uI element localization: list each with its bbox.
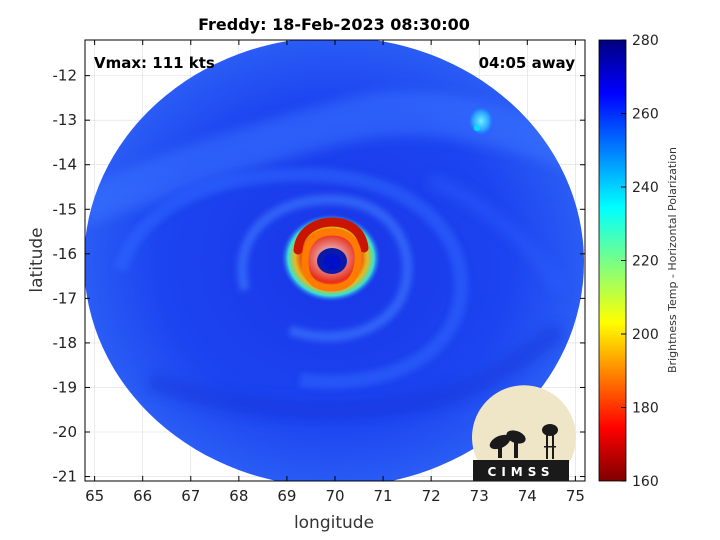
y-tick-label: -15 (53, 200, 78, 218)
colorbar-tick-label: 200 (632, 327, 659, 343)
colorbar-label: Brightness Temp - Horizontal Polarizatio… (666, 147, 679, 373)
logo-banner (473, 460, 569, 481)
y-tick-label: -14 (53, 156, 78, 174)
cimss-logo: CIMSS (472, 385, 576, 481)
lower-band (146, 322, 566, 420)
x-axis-label: longitude (294, 513, 374, 533)
y-tick-label: -17 (53, 289, 78, 307)
colorbar-tick-label: 180 (632, 401, 659, 417)
x-tick-label: 72 (422, 487, 441, 505)
y-tick-label: -21 (53, 468, 78, 486)
time-away-annotation: 04:05 away (479, 54, 576, 72)
spiral-band-outer (113, 167, 469, 389)
brightness-temperature-swath (85, 40, 584, 481)
x-tick-label: 75 (566, 487, 585, 505)
y-tick-label: -20 (53, 423, 78, 441)
right-band (427, 174, 566, 294)
colorbar-tick-label: 280 (632, 33, 659, 49)
logo-water-tower-icon (542, 424, 558, 459)
secondary-convection-core (474, 125, 480, 131)
x-tick-label: 68 (229, 487, 248, 505)
y-axis: -12 -13 -14 -15 -16 -17 -18 -19 -20 -21 (53, 67, 585, 486)
x-tick-label: 73 (470, 487, 489, 505)
y-tick-label: -18 (53, 334, 78, 352)
x-tick-label: 69 (277, 487, 296, 505)
eyewall-inner-ring (301, 228, 362, 292)
x-tick-label: 71 (374, 487, 393, 505)
colorbar-tick-label: 220 (632, 254, 659, 270)
eye-center (323, 254, 341, 270)
colorbar-tick-label: 240 (632, 180, 659, 196)
x-tick-label: 67 (181, 487, 200, 505)
x-tick-label: 66 (133, 487, 152, 505)
upper-band (85, 91, 584, 225)
x-tick-label: 74 (518, 487, 537, 505)
swath-texture (85, 91, 584, 420)
x-tick-label: 65 (85, 487, 104, 505)
x-tick-label: 70 (325, 487, 344, 505)
colorbar-tick-label: 260 (632, 107, 659, 123)
y-tick-label: -12 (53, 67, 78, 85)
y-tick-label: -19 (53, 378, 78, 396)
chart-title: Freddy: 18-Feb-2023 08:30:00 (198, 15, 470, 34)
colorbar-tick-label: 160 (632, 474, 659, 490)
spiral-band-inner (237, 194, 413, 342)
eyewall-cold-arc (293, 217, 369, 255)
vmax-annotation: Vmax: 111 kts (94, 54, 215, 72)
logo-satellite-dishes-icon (489, 430, 526, 458)
y-tick-label: -16 (53, 245, 78, 263)
y-tick-label: -13 (53, 111, 78, 129)
logo-text: CIMSS (488, 465, 555, 479)
secondary-convection (467, 105, 495, 137)
y-axis-label: latitude (27, 227, 47, 292)
colorbar-ticks: 280 260 240 220 200 180 160 (621, 33, 659, 490)
x-axis: 65 66 67 68 69 70 71 72 73 74 75 (85, 40, 585, 505)
